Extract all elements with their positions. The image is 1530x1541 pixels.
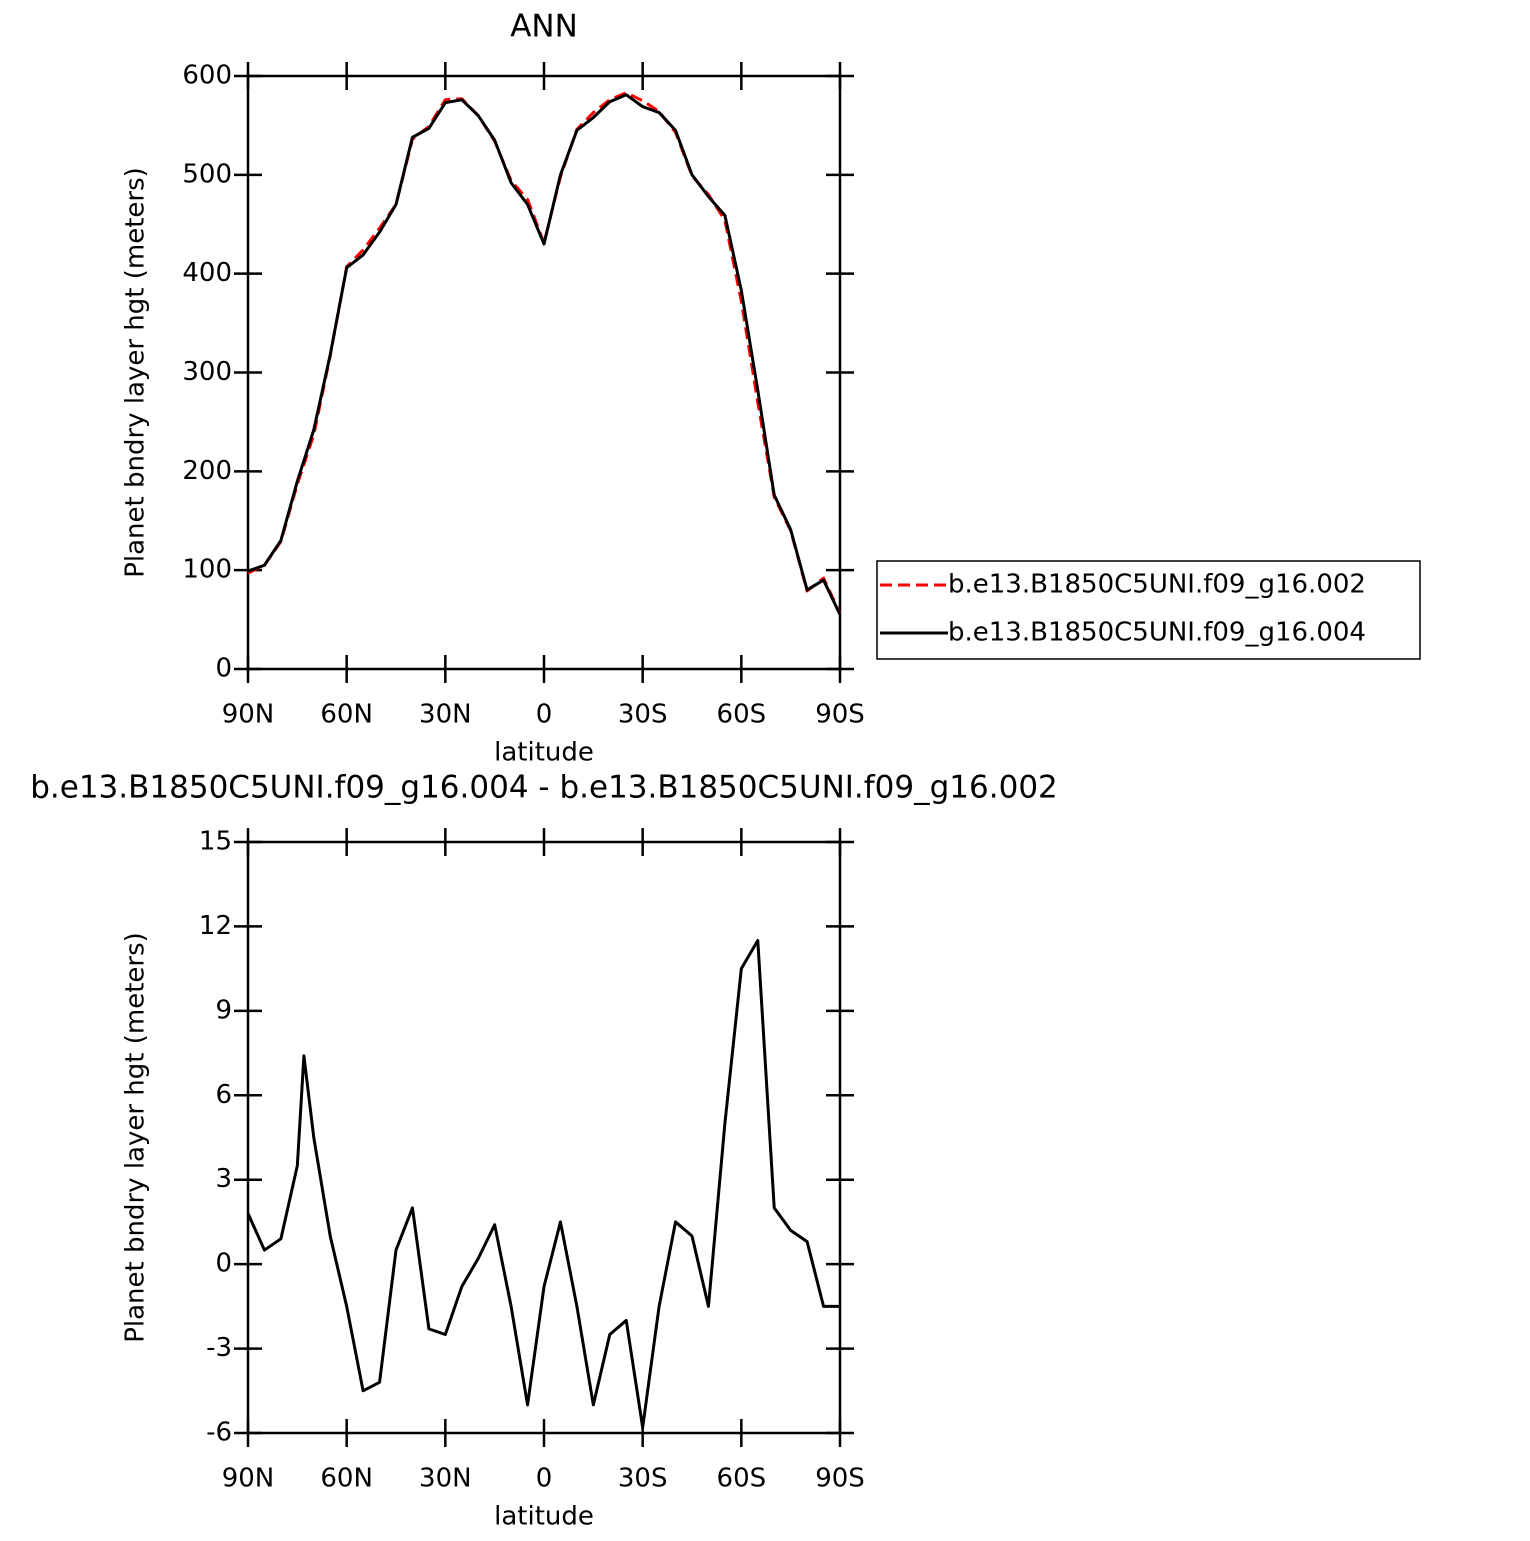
- chart-title: ANN: [510, 9, 578, 45]
- y-tick-label: 200: [182, 456, 232, 486]
- chart-title: b.e13.B1850C5UNI.f09_g16.004 - b.e13.B18…: [30, 770, 1058, 806]
- y-axis-label: Planet bndry layer hgt (meters): [121, 167, 151, 578]
- y-axis-label: Planet bndry layer hgt (meters): [121, 932, 151, 1343]
- x-axis-label: latitude: [494, 738, 594, 768]
- x-tick-label: 60N: [320, 1464, 373, 1494]
- x-tick-label: 90N: [222, 700, 275, 730]
- plot-frame: [246, 74, 842, 671]
- y-tick-label: 0: [215, 1249, 232, 1279]
- x-tick-label: 90S: [815, 700, 865, 730]
- legend-label: b.e13.B1850C5UNI.f09_g16.004: [948, 618, 1366, 648]
- x-tick-label: 90S: [815, 1464, 865, 1494]
- y-tick-label: 500: [182, 159, 232, 189]
- y-tick-label: 600: [182, 61, 232, 91]
- x-tick-label: 60S: [717, 700, 767, 730]
- legend-box: [876, 560, 1421, 660]
- y-tick-label: -3: [206, 1333, 232, 1363]
- y-tick-label: 400: [182, 258, 232, 288]
- legend-label: b.e13.B1850C5UNI.f09_g16.002: [948, 570, 1366, 600]
- x-tick-label: 30S: [618, 700, 668, 730]
- x-tick-label: 90N: [222, 1464, 275, 1494]
- x-tick-label: 30N: [419, 1464, 472, 1494]
- x-tick-label: 60N: [320, 700, 373, 730]
- series-line: [246, 939, 840, 1429]
- y-tick-label: 6: [215, 1080, 232, 1110]
- y-tick-label: 300: [182, 357, 232, 387]
- y-tick-label: 15: [199, 827, 232, 857]
- y-tick-label: 3: [215, 1164, 232, 1194]
- y-tick-label: 100: [182, 555, 232, 585]
- x-axis-label: latitude: [494, 1502, 594, 1532]
- x-tick-label: 60S: [717, 1464, 767, 1494]
- y-tick-label: 0: [215, 654, 232, 684]
- y-tick-label: 12: [199, 911, 232, 941]
- x-tick-label: 0: [536, 1464, 553, 1494]
- x-tick-label: 30N: [419, 700, 472, 730]
- x-tick-label: 0: [536, 700, 553, 730]
- y-tick-label: 9: [215, 995, 232, 1025]
- y-tick-label: -6: [206, 1418, 232, 1448]
- plot-frame: [246, 840, 842, 1435]
- series-line: [247, 93, 842, 616]
- x-tick-label: 30S: [618, 1464, 668, 1494]
